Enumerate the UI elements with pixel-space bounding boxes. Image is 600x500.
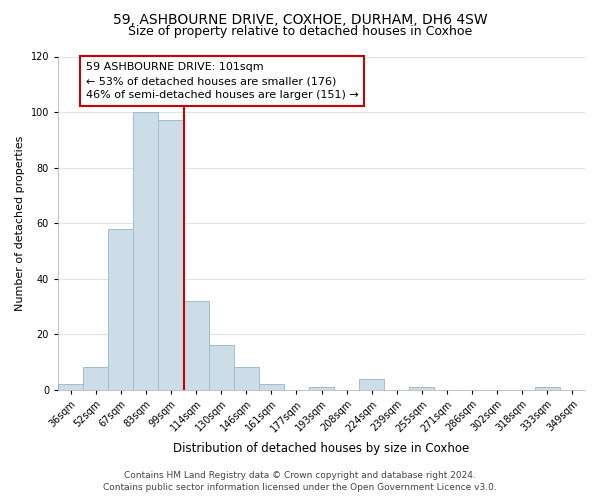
Bar — [209, 345, 234, 390]
Bar — [133, 112, 158, 390]
Bar — [359, 378, 384, 390]
Bar — [83, 368, 108, 390]
Bar — [309, 387, 334, 390]
Bar — [234, 368, 259, 390]
Bar — [184, 301, 209, 390]
Text: Size of property relative to detached houses in Coxhoe: Size of property relative to detached ho… — [128, 25, 472, 38]
Bar — [409, 387, 434, 390]
Bar — [58, 384, 83, 390]
Bar — [259, 384, 284, 390]
X-axis label: Distribution of detached houses by size in Coxhoe: Distribution of detached houses by size … — [173, 442, 470, 455]
Text: Contains HM Land Registry data © Crown copyright and database right 2024.
Contai: Contains HM Land Registry data © Crown c… — [103, 471, 497, 492]
Bar — [108, 228, 133, 390]
Text: 59, ASHBOURNE DRIVE, COXHOE, DURHAM, DH6 4SW: 59, ASHBOURNE DRIVE, COXHOE, DURHAM, DH6… — [113, 12, 487, 26]
Bar — [535, 387, 560, 390]
Text: 59 ASHBOURNE DRIVE: 101sqm
← 53% of detached houses are smaller (176)
46% of sem: 59 ASHBOURNE DRIVE: 101sqm ← 53% of deta… — [86, 62, 358, 100]
Y-axis label: Number of detached properties: Number of detached properties — [15, 136, 25, 311]
Bar — [158, 120, 184, 390]
